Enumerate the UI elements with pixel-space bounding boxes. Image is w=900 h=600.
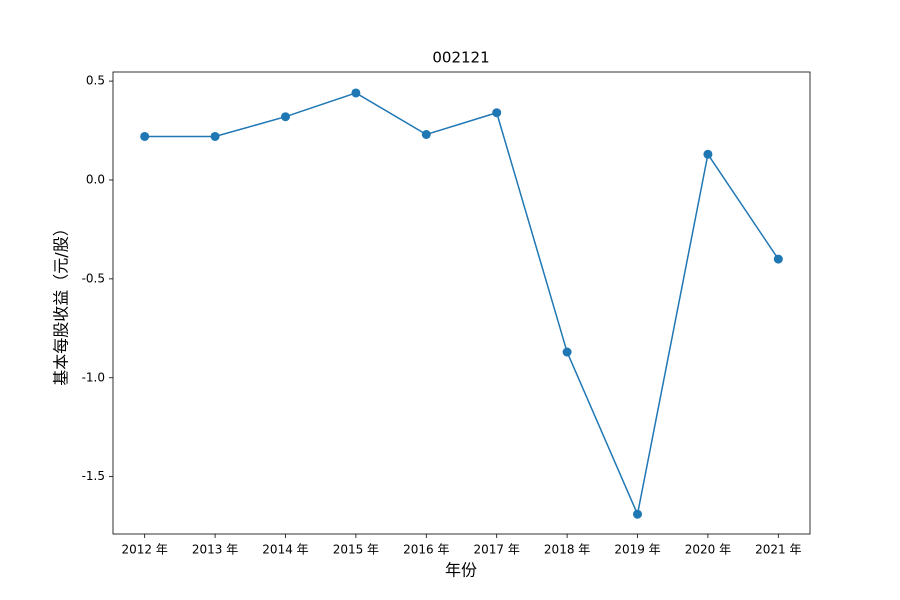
y-tick-label: -0.5 [82, 271, 105, 285]
y-tick-label: -1.0 [82, 370, 105, 384]
data-point [280, 112, 290, 122]
y-tick-label: 0.5 [86, 74, 105, 88]
x-tick-label: 2018 年 [544, 543, 590, 557]
x-tick-label: 2017 年 [474, 543, 520, 557]
x-tick-label: 2016 年 [403, 543, 449, 557]
plot-frame [112, 71, 811, 535]
data-point [140, 131, 150, 141]
x-tick-label: 2015 年 [333, 543, 379, 557]
x-tick-label: 2020 年 [685, 543, 731, 557]
y-axis-label: 基本每股收益（元/股） [52, 220, 71, 385]
x-tick-label: 2012 年 [122, 543, 168, 557]
data-point [492, 108, 502, 118]
data-point [562, 347, 572, 357]
data-line [144, 92, 779, 517]
x-axis-label: 年份 [445, 561, 477, 580]
data-point [773, 254, 783, 264]
x-tick-label: 2019 年 [614, 543, 660, 557]
data-point [351, 88, 361, 98]
data-point [210, 131, 220, 141]
data-point [421, 129, 431, 139]
x-tick-label: 2021 年 [755, 543, 801, 557]
x-tick-label: 2014 年 [262, 543, 308, 557]
data-point [703, 149, 713, 159]
y-tick-label: -1.5 [82, 469, 105, 483]
chart-title: 002121 [432, 49, 489, 67]
x-tick-label: 2013 年 [192, 543, 238, 557]
data-point [633, 509, 643, 519]
y-tick-label: 0.0 [86, 172, 105, 186]
